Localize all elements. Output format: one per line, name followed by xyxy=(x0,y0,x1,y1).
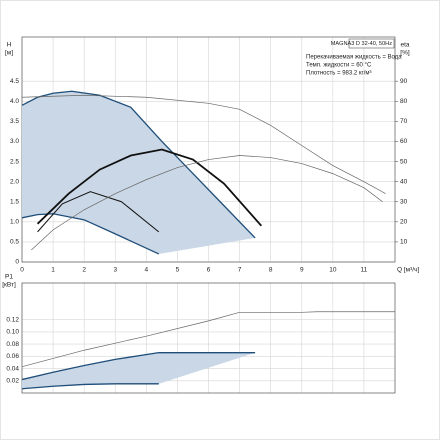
x-tick-label: 1 xyxy=(51,267,55,274)
operating-range xyxy=(22,352,256,389)
y-tick-label: 0.02 xyxy=(6,377,19,384)
y-tick-label: 0.06 xyxy=(6,353,19,360)
y-tick-label: 0.04 xyxy=(6,365,19,372)
y-tick-label: 1.0 xyxy=(10,219,19,226)
y-tick-label: 0.12 xyxy=(6,316,19,323)
y2-tick-label: 80 xyxy=(400,98,408,105)
x-tick-label: 8 xyxy=(269,267,273,274)
x-tick-label: 6 xyxy=(207,267,211,274)
y-axis-label: H xyxy=(7,42,12,49)
y-tick-label: 3.0 xyxy=(10,138,19,145)
y-tick-label: 4.0 xyxy=(10,98,19,105)
curve xyxy=(36,148,263,227)
y-tick-label: 0.08 xyxy=(6,341,19,348)
y-tick-label: 1.5 xyxy=(10,198,19,205)
y-tick-label: 3.5 xyxy=(10,118,19,125)
annotation: MAGNA3 D 32-40, 50Hz xyxy=(331,41,392,47)
y2-tick-label: 50 xyxy=(400,158,408,165)
annotation: Плотность = 983.2 кг/м³ xyxy=(306,71,371,77)
x-tick-label: 2 xyxy=(82,267,86,274)
y2-tick-label: 30 xyxy=(400,198,408,205)
plot-frame xyxy=(21,282,396,394)
y-tick-label: 2.0 xyxy=(10,178,19,185)
curve xyxy=(31,155,383,251)
x-axis-label: Q [м³/ч] xyxy=(397,267,419,274)
y2-tick-label: 10 xyxy=(400,239,408,246)
curve xyxy=(21,213,160,255)
x-tick-label: 5 xyxy=(176,267,180,274)
y2-tick-label: 20 xyxy=(400,219,408,226)
curve xyxy=(37,191,160,233)
operating-range xyxy=(22,91,256,254)
y-tick-label: 0.10 xyxy=(6,329,19,336)
y2-axis-unit: [%] xyxy=(400,50,410,57)
y-axis-unit: [м] xyxy=(5,50,13,57)
y-tick-label: 0.5 xyxy=(10,239,19,246)
curve xyxy=(21,352,256,381)
x-tick-label: 10 xyxy=(329,267,337,274)
x-tick-label: 4 xyxy=(145,267,149,274)
y-tick-label: 2.5 xyxy=(10,158,19,165)
annotation: Темп. жидкости = 60 °C xyxy=(306,63,372,69)
x-tick-label: 11 xyxy=(361,267,368,274)
y2-tick-label: 40 xyxy=(400,178,408,185)
x-tick-label: 7 xyxy=(238,267,242,274)
y-tick-label: 4.5 xyxy=(10,78,19,85)
x-tick-label: 9 xyxy=(300,267,304,274)
x-tick-label: 3 xyxy=(113,267,117,274)
curve xyxy=(21,90,256,239)
y-tick-label: 0 xyxy=(15,259,19,266)
curve xyxy=(21,311,395,368)
y-axis-label: P1 xyxy=(5,274,13,281)
y2-tick-label: 70 xyxy=(400,118,408,125)
y2-axis-label: eta xyxy=(400,42,409,49)
y2-tick-label: 60 xyxy=(400,138,408,145)
curve xyxy=(21,383,159,390)
annotation: Перекачиваемая жидкость = Вода xyxy=(306,55,402,61)
x-tick-label: 0 xyxy=(20,267,24,274)
curve xyxy=(21,94,386,195)
y2-tick-label: 90 xyxy=(400,78,408,85)
annotation-box xyxy=(348,38,395,49)
y-axis-unit: [кВт] xyxy=(2,282,16,289)
